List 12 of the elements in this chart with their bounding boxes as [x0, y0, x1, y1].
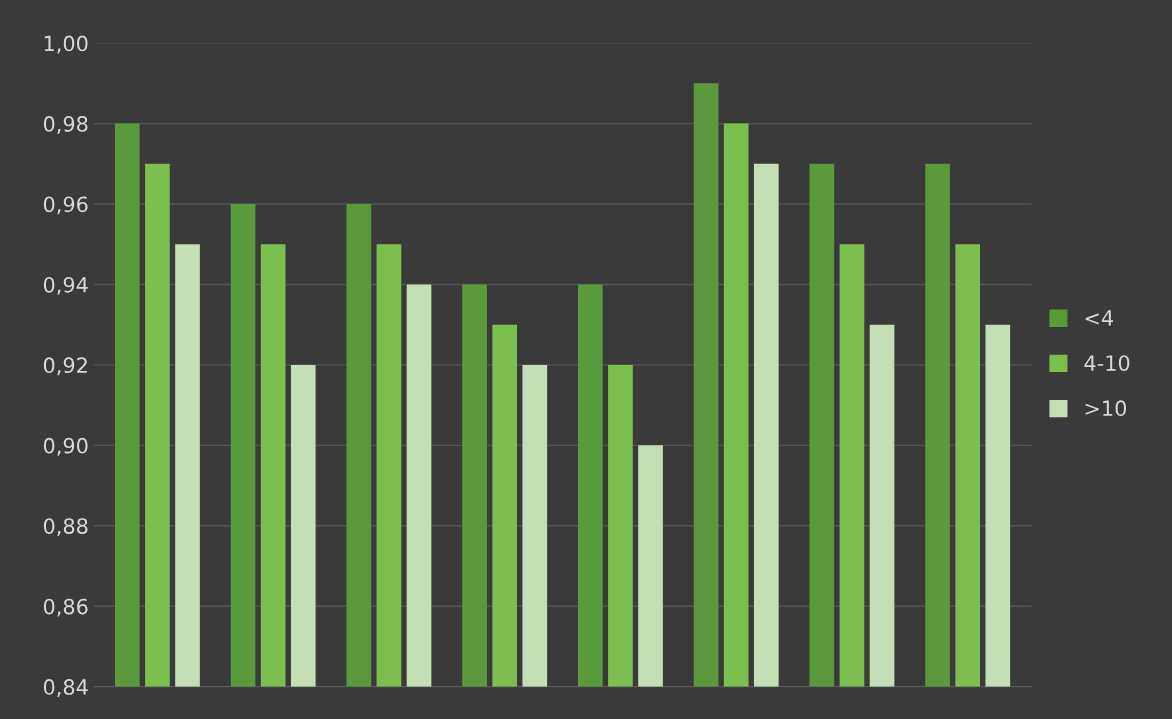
y-tick-label: 0,88	[43, 518, 88, 537]
y-tick-label: 0,86	[43, 598, 88, 617]
y-tick-label: 0,96	[43, 196, 88, 215]
y-tick-label: 1,00	[44, 35, 88, 54]
y-tick-label: 0,90	[43, 437, 88, 456]
legend-label: 4-10	[1084, 355, 1130, 371]
y-tick-label: 0,94	[43, 276, 88, 295]
legend-label: <4	[1085, 310, 1113, 326]
y-tick-label: 0,92	[43, 357, 87, 376]
y-tick-label: 0,98	[43, 116, 88, 134]
legend-label: >10	[1085, 400, 1127, 417]
y-tick-label: 0,84	[43, 679, 88, 697]
